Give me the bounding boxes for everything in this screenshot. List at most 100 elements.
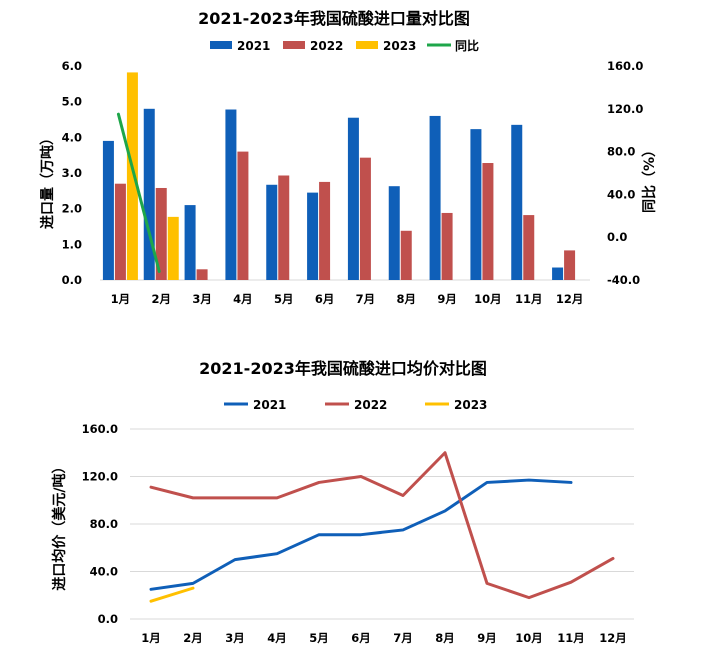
chart1-legend: 2021 2022 2023 同比 [210, 38, 479, 53]
chart1-y-axis-right: -40.0 0.0 40.0 80.0 120.0 160.0 [607, 59, 643, 287]
x-tick-label: 5月 [274, 292, 294, 306]
chart1-title: 2021-2023年我国硫酸进口量对比图 [198, 9, 470, 28]
y-tick-label: 0.0 [62, 273, 82, 287]
x-tick-label: 9月 [477, 631, 497, 645]
bar-2022-11月 [523, 215, 535, 280]
x-tick-label: 6月 [351, 631, 371, 645]
y-tick-label: 3.0 [62, 166, 82, 180]
bar-2023-1月 [126, 72, 138, 280]
x-tick-label: 3月 [192, 292, 212, 306]
bar-2021-5月 [266, 184, 278, 280]
x-tick-label: 12月 [599, 631, 627, 645]
x-tick-label: 1月 [111, 292, 131, 306]
chart2-lines [149, 451, 615, 603]
bar-2021-9月 [429, 115, 441, 280]
line-2023 [149, 586, 195, 603]
legend-label-2022: 2022 [354, 398, 387, 412]
chart1-y-axis-title: 进口量（万吨） [39, 131, 56, 229]
chart1-y2-axis-title: 同比（%） [641, 143, 658, 213]
bar-2022-8月 [400, 230, 412, 280]
legend-label-2022: 2022 [310, 39, 343, 53]
chart2-y-axis: 0.0 40.0 80.0 120.0 160.0 [82, 422, 118, 626]
x-tick-label: 5月 [309, 631, 329, 645]
legend-swatch-2022 [283, 41, 305, 49]
bar-2021-1月 [102, 140, 114, 280]
y-tick-label: 40.0 [90, 565, 118, 579]
x-tick-label: 10月 [515, 631, 543, 645]
y2-tick-label: 40.0 [607, 187, 635, 201]
bar-2021-8月 [388, 186, 400, 280]
bar-2022-10月 [482, 163, 494, 280]
x-tick-label: 7月 [393, 631, 413, 645]
bar-2021-3月 [184, 205, 196, 280]
chart2-legend: 2021 2022 2023 [224, 398, 487, 412]
bar-2022-1月 [114, 183, 126, 280]
chart1-bars [102, 72, 576, 280]
bar-2022-2月 [155, 187, 167, 280]
bar-2022-6月 [319, 181, 331, 280]
x-tick-label: 3月 [225, 631, 245, 645]
bar-2021-10月 [470, 129, 482, 280]
y2-tick-label: -40.0 [607, 273, 640, 287]
chart1-x-axis: 1月 2月 3月 4月 5月 6月 7月 8月 9月 10月 11月 12月 [100, 279, 590, 306]
bar-2022-12月 [564, 250, 576, 280]
y-tick-label: 4.0 [62, 130, 82, 144]
import-price-chart: 2021-2023年我国硫酸进口均价对比图 2021 2022 2023 0.0 40… [51, 359, 634, 645]
y-tick-label: 6.0 [62, 59, 82, 73]
x-tick-label: 1月 [141, 631, 161, 645]
bar-2021-4月 [225, 109, 237, 280]
y2-tick-label: 0.0 [607, 230, 627, 244]
bar-2021-12月 [552, 267, 564, 280]
y-tick-label: 160.0 [82, 422, 118, 436]
y-tick-label: 5.0 [62, 95, 82, 109]
bar-2022-4月 [237, 151, 249, 280]
x-tick-label: 8月 [435, 631, 455, 645]
chart1-yoy-line [116, 112, 161, 273]
bar-2022-7月 [359, 157, 371, 280]
x-tick-label: 2月 [183, 631, 203, 645]
legend-label-yoy: 同比 [455, 38, 479, 53]
bar-2021-7月 [347, 117, 359, 280]
import-volume-chart: 2021-2023年我国硫酸进口量对比图 2021 2022 2023 同比 0.0 1… [39, 9, 658, 306]
x-tick-label: 12月 [556, 292, 584, 306]
x-tick-label: 4月 [233, 292, 253, 306]
chart2-gridlines [130, 428, 634, 620]
y2-tick-label: 120.0 [607, 102, 643, 116]
y-tick-label: 120.0 [82, 470, 118, 484]
chart1-y-axis-left: 0.0 1.0 2.0 3.0 4.0 5.0 6.0 [62, 59, 82, 287]
bar-2022-3月 [196, 269, 208, 280]
x-tick-label: 11月 [515, 292, 543, 306]
legend-swatch-2021 [210, 41, 232, 49]
chart2-title: 2021-2023年我国硫酸进口均价对比图 [199, 359, 487, 378]
y-tick-label: 80.0 [90, 517, 118, 531]
x-tick-label: 10月 [474, 292, 502, 306]
x-tick-label: 2月 [151, 292, 171, 306]
legend-label-2021: 2021 [253, 398, 286, 412]
bar-2021-2月 [143, 108, 155, 280]
line-2022 [149, 451, 615, 600]
y-tick-label: 0.0 [98, 612, 118, 626]
bar-2021-6月 [307, 192, 319, 280]
x-tick-label: 6月 [315, 292, 335, 306]
y2-tick-label: 80.0 [607, 145, 635, 159]
x-tick-label: 11月 [557, 631, 585, 645]
x-tick-label: 8月 [396, 292, 416, 306]
x-tick-label: 4月 [267, 631, 287, 645]
legend-swatch-2023 [356, 41, 378, 49]
yoy-line [116, 112, 161, 273]
legend-label-2023: 2023 [383, 39, 416, 53]
x-tick-label: 9月 [437, 292, 457, 306]
legend-label-2021: 2021 [237, 39, 270, 53]
chart2-y-axis-title: 进口均价（美元/吨） [51, 459, 68, 590]
y-tick-label: 2.0 [62, 202, 82, 216]
bar-2023-2月 [167, 216, 179, 280]
line-2021 [149, 478, 573, 591]
chart2-x-axis: 1月 2月 3月 4月 5月 6月 7月 8月 9月 10月 11月 12月 [141, 631, 627, 645]
bar-2021-11月 [511, 124, 523, 280]
legend-label-2023: 2023 [454, 398, 487, 412]
bar-2022-5月 [278, 175, 290, 280]
bar-2022-9月 [441, 212, 453, 280]
x-tick-label: 7月 [356, 292, 376, 306]
y2-tick-label: 160.0 [607, 59, 643, 73]
